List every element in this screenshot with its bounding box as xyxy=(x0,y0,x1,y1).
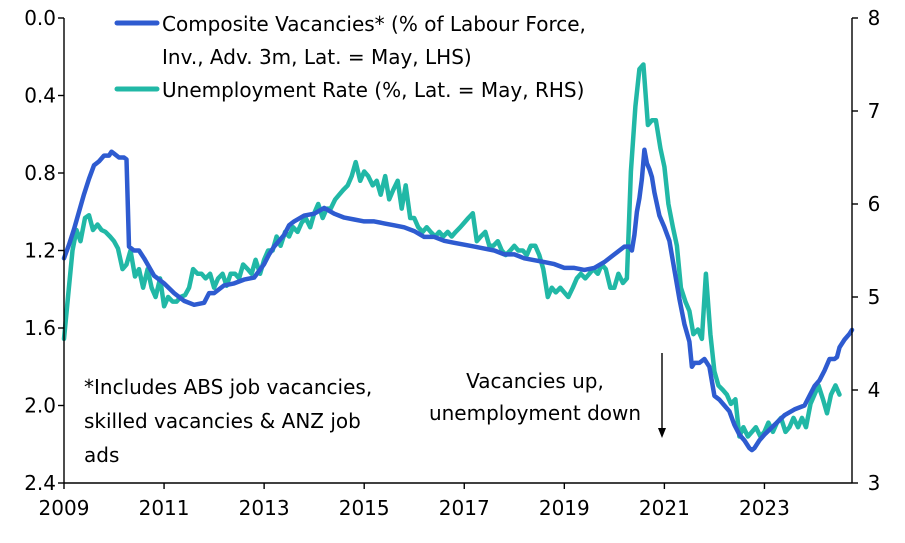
left-tick-label: 1.2 xyxy=(24,239,56,263)
annotation: Vacancies up, unemployment down xyxy=(429,353,666,438)
footnote-line2: skilled vacancies & ANZ job xyxy=(84,409,361,433)
legend: Composite Vacancies* (% of Labour Force,… xyxy=(114,12,586,102)
legend-label-vacancies-line2: Inv., Adv. 3m, Lat. = May, LHS) xyxy=(162,45,472,69)
annotation-line1: Vacancies up, xyxy=(466,369,604,393)
x-tick-label: 2015 xyxy=(339,496,390,520)
right-tick-label: 6 xyxy=(868,192,881,216)
footnote-line1: *Includes ABS job vacancies, xyxy=(84,375,372,399)
right-tick-label: 8 xyxy=(868,6,881,30)
right-tick-label: 5 xyxy=(868,285,881,309)
series-lines xyxy=(61,62,855,453)
legend-label-unemployment: Unemployment Rate (%, Lat. = May, RHS) xyxy=(162,78,584,102)
left-tick-label: 0.4 xyxy=(24,84,56,108)
x-tick-label: 2011 xyxy=(139,496,190,520)
x-tick-label: 2019 xyxy=(539,496,590,520)
footnote: *Includes ABS job vacancies, skilled vac… xyxy=(84,375,372,467)
footnote-line3: ads xyxy=(84,443,119,467)
annotation-line2: unemployment down xyxy=(429,401,641,425)
left-tick-label: 2.4 xyxy=(24,471,56,495)
x-tick-label: 2013 xyxy=(239,496,290,520)
left-tick-label: 1.6 xyxy=(24,316,56,340)
x-tick-label: 2023 xyxy=(739,496,790,520)
series-line-composite-vacancies xyxy=(61,147,855,453)
left-tick-label: 0.8 xyxy=(24,161,56,185)
right-tick-label: 4 xyxy=(868,378,881,402)
left-tick-label: 0.0 xyxy=(24,6,56,30)
axes: 2009 2011 2013 2015 2017 2019 2021 2023 0.0 0.4 0.… xyxy=(24,6,880,520)
x-tick-label: 2017 xyxy=(439,496,490,520)
x-tick-label: 2021 xyxy=(639,496,690,520)
right-tick-label: 3 xyxy=(868,471,881,495)
right-tick-label: 7 xyxy=(868,99,881,123)
annotation-arrow-head xyxy=(658,428,666,438)
x-tick-label: 2009 xyxy=(39,496,90,520)
left-tick-label: 2.0 xyxy=(24,394,56,418)
series-line-unemployment-rate xyxy=(61,62,842,439)
legend-label-vacancies-line1: Composite Vacancies* (% of Labour Force, xyxy=(162,12,586,36)
